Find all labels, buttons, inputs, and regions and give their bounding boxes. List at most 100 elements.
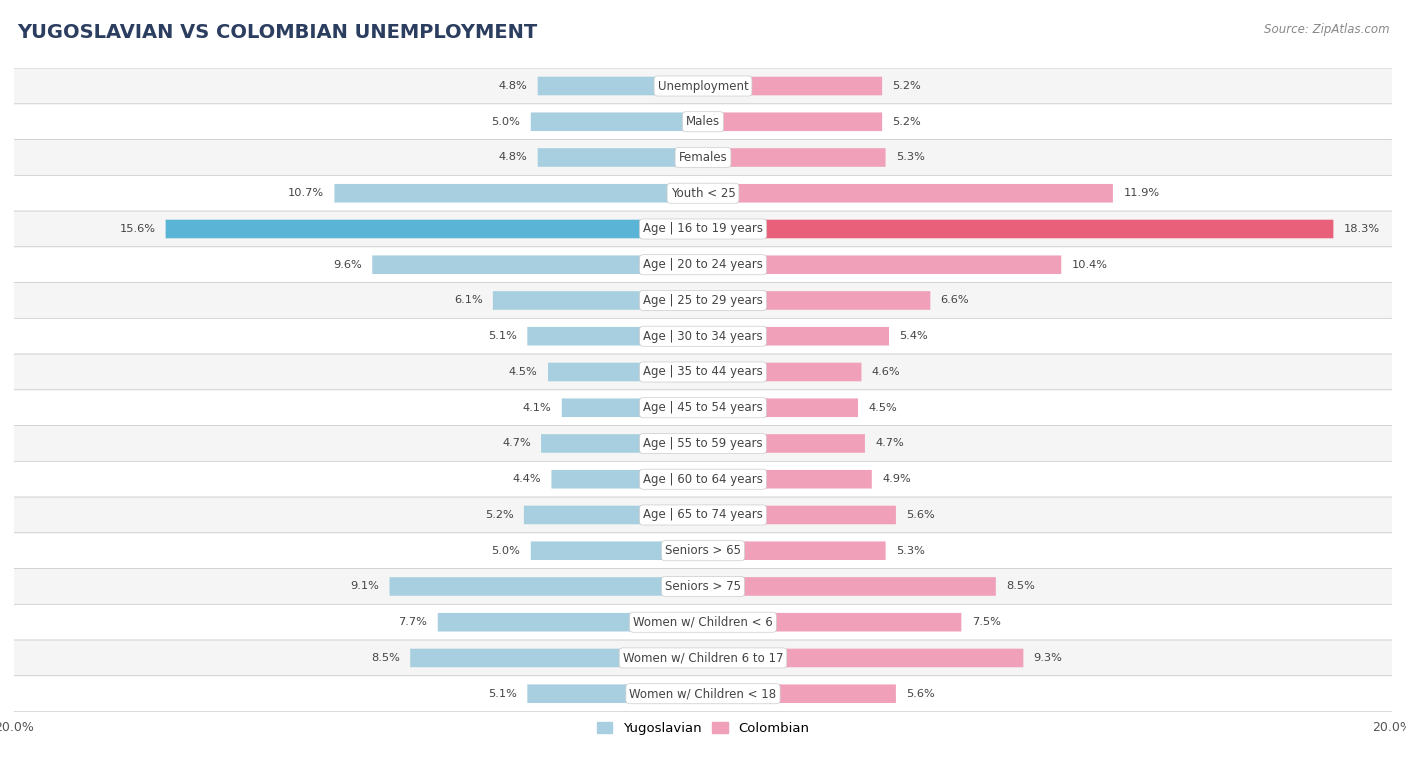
Text: 4.5%: 4.5% <box>869 403 897 413</box>
FancyBboxPatch shape <box>703 148 886 167</box>
Text: Age | 55 to 59 years: Age | 55 to 59 years <box>643 437 763 450</box>
FancyBboxPatch shape <box>703 255 1062 274</box>
Text: Age | 25 to 29 years: Age | 25 to 29 years <box>643 294 763 307</box>
Text: 4.7%: 4.7% <box>502 438 531 448</box>
FancyBboxPatch shape <box>703 184 1114 203</box>
Text: Age | 60 to 64 years: Age | 60 to 64 years <box>643 472 763 486</box>
Text: 5.3%: 5.3% <box>896 152 925 163</box>
Text: Males: Males <box>686 115 720 128</box>
Text: Source: ZipAtlas.com: Source: ZipAtlas.com <box>1264 23 1389 36</box>
Text: 9.3%: 9.3% <box>1033 653 1063 663</box>
FancyBboxPatch shape <box>527 327 703 345</box>
Text: 4.8%: 4.8% <box>499 152 527 163</box>
Text: 5.0%: 5.0% <box>492 546 520 556</box>
Text: 5.3%: 5.3% <box>896 546 925 556</box>
Text: 5.1%: 5.1% <box>488 332 517 341</box>
Text: YUGOSLAVIAN VS COLOMBIAN UNEMPLOYMENT: YUGOSLAVIAN VS COLOMBIAN UNEMPLOYMENT <box>17 23 537 42</box>
FancyBboxPatch shape <box>14 604 1392 640</box>
Text: 4.6%: 4.6% <box>872 367 900 377</box>
Text: 7.7%: 7.7% <box>398 617 427 628</box>
FancyBboxPatch shape <box>703 613 962 631</box>
Text: 5.4%: 5.4% <box>900 332 928 341</box>
Text: Age | 45 to 54 years: Age | 45 to 54 years <box>643 401 763 414</box>
FancyBboxPatch shape <box>14 640 1392 676</box>
FancyBboxPatch shape <box>703 684 896 703</box>
Text: 4.7%: 4.7% <box>875 438 904 448</box>
Text: Women w/ Children 6 to 17: Women w/ Children 6 to 17 <box>623 652 783 665</box>
FancyBboxPatch shape <box>531 541 703 560</box>
FancyBboxPatch shape <box>703 76 882 95</box>
Text: 11.9%: 11.9% <box>1123 188 1160 198</box>
FancyBboxPatch shape <box>335 184 703 203</box>
FancyBboxPatch shape <box>166 220 703 238</box>
Text: 18.3%: 18.3% <box>1344 224 1379 234</box>
Text: Women w/ Children < 18: Women w/ Children < 18 <box>630 687 776 700</box>
FancyBboxPatch shape <box>411 649 703 667</box>
Text: Females: Females <box>679 151 727 164</box>
FancyBboxPatch shape <box>537 76 703 95</box>
FancyBboxPatch shape <box>14 569 1392 604</box>
FancyBboxPatch shape <box>562 398 703 417</box>
Text: Age | 30 to 34 years: Age | 30 to 34 years <box>643 330 763 343</box>
FancyBboxPatch shape <box>541 435 703 453</box>
Legend: Yugoslavian, Colombian: Yugoslavian, Colombian <box>592 717 814 740</box>
FancyBboxPatch shape <box>531 113 703 131</box>
FancyBboxPatch shape <box>703 435 865 453</box>
Text: 15.6%: 15.6% <box>120 224 155 234</box>
FancyBboxPatch shape <box>703 649 1024 667</box>
FancyBboxPatch shape <box>14 354 1392 390</box>
Text: 9.1%: 9.1% <box>350 581 380 591</box>
FancyBboxPatch shape <box>703 398 858 417</box>
FancyBboxPatch shape <box>14 139 1392 176</box>
Text: 4.4%: 4.4% <box>512 474 541 484</box>
FancyBboxPatch shape <box>703 363 862 382</box>
FancyBboxPatch shape <box>703 113 882 131</box>
FancyBboxPatch shape <box>14 461 1392 497</box>
FancyBboxPatch shape <box>14 425 1392 461</box>
FancyBboxPatch shape <box>14 319 1392 354</box>
Text: 8.5%: 8.5% <box>1007 581 1035 591</box>
FancyBboxPatch shape <box>703 470 872 488</box>
FancyBboxPatch shape <box>14 497 1392 533</box>
FancyBboxPatch shape <box>703 506 896 525</box>
Text: 5.2%: 5.2% <box>893 81 921 91</box>
FancyBboxPatch shape <box>524 506 703 525</box>
Text: 7.5%: 7.5% <box>972 617 1001 628</box>
FancyBboxPatch shape <box>14 676 1392 712</box>
FancyBboxPatch shape <box>551 470 703 488</box>
FancyBboxPatch shape <box>527 684 703 703</box>
FancyBboxPatch shape <box>14 282 1392 319</box>
Text: Age | 20 to 24 years: Age | 20 to 24 years <box>643 258 763 271</box>
Text: Seniors > 75: Seniors > 75 <box>665 580 741 593</box>
Text: 10.4%: 10.4% <box>1071 260 1108 269</box>
Text: Age | 65 to 74 years: Age | 65 to 74 years <box>643 509 763 522</box>
FancyBboxPatch shape <box>537 148 703 167</box>
FancyBboxPatch shape <box>703 291 931 310</box>
FancyBboxPatch shape <box>703 220 1333 238</box>
Text: 4.5%: 4.5% <box>509 367 537 377</box>
Text: Age | 16 to 19 years: Age | 16 to 19 years <box>643 223 763 235</box>
FancyBboxPatch shape <box>389 577 703 596</box>
Text: Youth < 25: Youth < 25 <box>671 187 735 200</box>
Text: 8.5%: 8.5% <box>371 653 399 663</box>
FancyBboxPatch shape <box>548 363 703 382</box>
Text: 4.8%: 4.8% <box>499 81 527 91</box>
FancyBboxPatch shape <box>703 577 995 596</box>
FancyBboxPatch shape <box>14 68 1392 104</box>
Text: 5.6%: 5.6% <box>907 510 935 520</box>
FancyBboxPatch shape <box>14 390 1392 425</box>
FancyBboxPatch shape <box>14 533 1392 569</box>
Text: 10.7%: 10.7% <box>288 188 323 198</box>
FancyBboxPatch shape <box>14 247 1392 282</box>
Text: Unemployment: Unemployment <box>658 79 748 92</box>
Text: 5.2%: 5.2% <box>893 117 921 126</box>
Text: 5.0%: 5.0% <box>492 117 520 126</box>
Text: Women w/ Children < 6: Women w/ Children < 6 <box>633 615 773 629</box>
FancyBboxPatch shape <box>494 291 703 310</box>
FancyBboxPatch shape <box>703 541 886 560</box>
Text: 5.6%: 5.6% <box>907 689 935 699</box>
FancyBboxPatch shape <box>703 327 889 345</box>
Text: 4.9%: 4.9% <box>882 474 911 484</box>
Text: Age | 35 to 44 years: Age | 35 to 44 years <box>643 366 763 378</box>
Text: 4.1%: 4.1% <box>523 403 551 413</box>
